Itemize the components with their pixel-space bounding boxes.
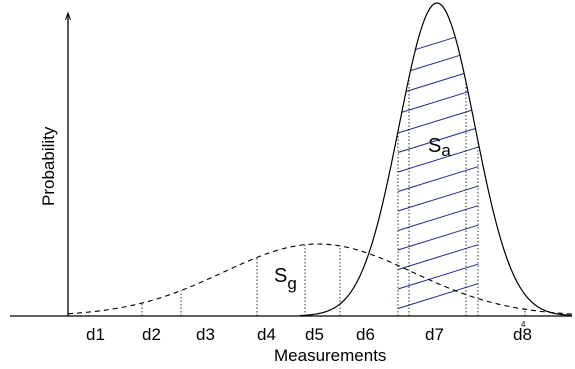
hatch-line xyxy=(397,109,472,134)
hatch-line xyxy=(410,54,460,72)
hatch-line xyxy=(401,91,469,113)
hatch-line xyxy=(397,224,479,251)
hatch-line xyxy=(397,185,479,212)
sg-label: Sg xyxy=(274,265,297,293)
hatch-line xyxy=(397,128,476,153)
hatch-line xyxy=(397,205,479,231)
decision-label-d5: d5 xyxy=(305,325,324,344)
x-axis-label: Measurements xyxy=(274,346,386,365)
hatch-line xyxy=(397,244,479,270)
sa-label: Sa xyxy=(428,135,451,160)
decision-label-d1: d1 xyxy=(86,325,105,344)
sg-distribution-curve xyxy=(67,243,573,315)
decision-label-d7: d7 xyxy=(425,325,444,344)
hatch-line xyxy=(397,263,479,290)
decision-label-d8: d8 xyxy=(513,325,532,344)
hatch-line xyxy=(397,146,479,173)
y-axis-label: Probability xyxy=(39,126,58,206)
hatch-line xyxy=(406,73,465,92)
decision-label-d4: d4 xyxy=(257,325,276,344)
sa-hatched-area xyxy=(397,36,479,309)
stray-mark: 4 xyxy=(521,320,526,329)
hatch-line xyxy=(397,283,479,309)
decision-label-d2: d2 xyxy=(142,325,161,344)
decision-labels: d1 d2 d3 d4 d5 d6 d7 d8 4 xyxy=(86,320,532,344)
hatch-line xyxy=(415,36,456,51)
decision-label-d6: d6 xyxy=(356,325,375,344)
sa-distribution-curve xyxy=(299,2,573,317)
y-axis-arrow xyxy=(65,11,71,21)
hatch-line xyxy=(397,166,479,192)
boundary-lines xyxy=(141,77,526,316)
decision-label-d3: d3 xyxy=(196,325,215,344)
